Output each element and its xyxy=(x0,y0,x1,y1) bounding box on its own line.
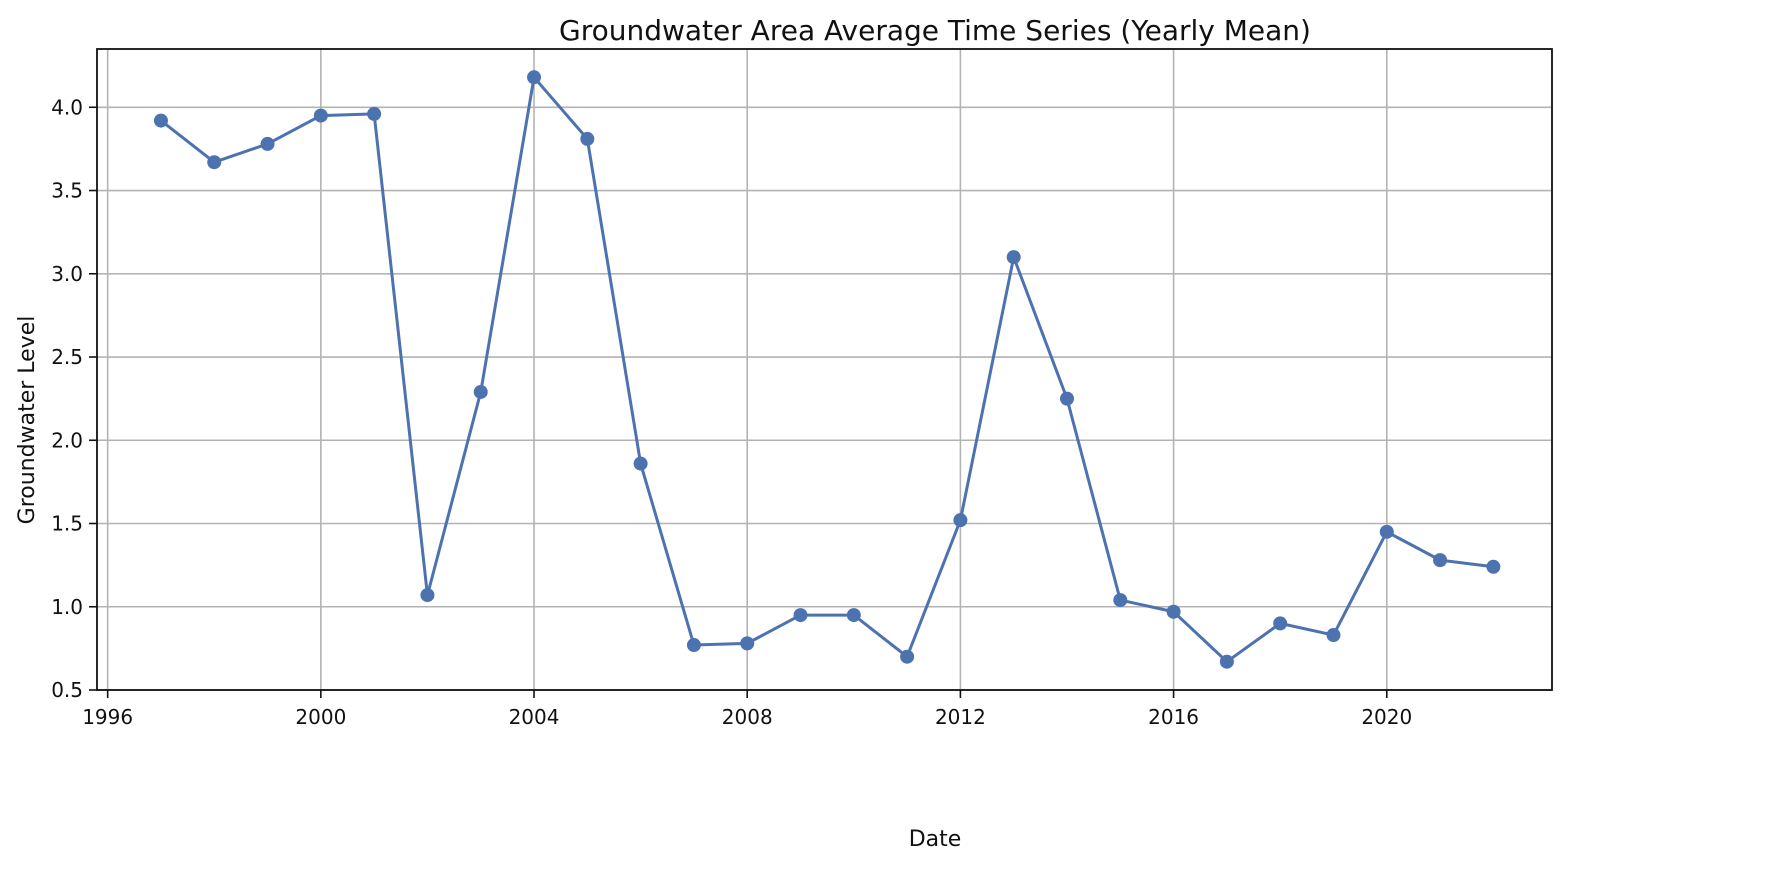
data-point-2001 xyxy=(367,106,382,121)
chart-title: Groundwater Area Average Time Series (Ye… xyxy=(559,14,1311,47)
y-tick-label-3: 3.0 xyxy=(51,262,83,286)
grid-lines xyxy=(97,49,1552,691)
x-tick-label-2008: 2008 xyxy=(722,705,773,729)
data-point-2009 xyxy=(793,608,808,623)
data-point-2017 xyxy=(1219,654,1234,669)
data-point-1997 xyxy=(153,113,168,128)
data-point-2022 xyxy=(1486,559,1501,574)
y-tick-label-1: 1.0 xyxy=(51,595,83,619)
series-line-0 xyxy=(159,75,1495,664)
x-tick-label-1996: 1996 xyxy=(82,705,133,729)
data-point-2011 xyxy=(900,649,915,664)
data-point-2003 xyxy=(473,384,488,399)
data-point-1999 xyxy=(260,136,275,151)
data-point-2021 xyxy=(1433,553,1448,568)
plot-area-frame xyxy=(96,48,1553,691)
data-point-2005 xyxy=(580,131,595,146)
data-point-2019 xyxy=(1326,628,1341,643)
data-point-2012 xyxy=(953,513,968,528)
y-tick-label-2: 2.0 xyxy=(51,428,83,452)
data-point-2016 xyxy=(1166,604,1181,619)
y-tick-label-0-5: 0.5 xyxy=(51,678,83,702)
data-point-2020 xyxy=(1379,524,1394,539)
axes: 1996 2000 2004 2008 2012 2016 2020 0.5 1.0 1.5 2.0… xyxy=(51,48,1553,729)
data-point-2000 xyxy=(313,108,328,123)
data-point-1998 xyxy=(207,155,222,170)
x-axis-label: Date xyxy=(909,827,962,852)
data-point-2010 xyxy=(846,608,861,623)
data-point-2002 xyxy=(420,588,435,603)
x-tick-label-2004: 2004 xyxy=(509,705,560,729)
data-point-2008 xyxy=(740,636,755,651)
y-tick-label-4: 4.0 xyxy=(51,95,83,119)
data-point-2006 xyxy=(633,456,648,471)
x-tick-label-2012: 2012 xyxy=(935,705,986,729)
y-axis-label: Groundwater Level xyxy=(15,316,40,525)
y-tick-label-1-5: 1.5 xyxy=(51,512,83,536)
data-point-2013 xyxy=(1006,250,1021,265)
data-point-2014 xyxy=(1060,391,1074,406)
x-tick-label-2016: 2016 xyxy=(1148,705,1199,729)
x-tick-label-2020: 2020 xyxy=(1361,705,1412,729)
y-tick-label-2-5: 2.5 xyxy=(51,345,83,369)
data-point-2015 xyxy=(1113,593,1128,608)
data-series xyxy=(153,70,1501,669)
data-point-2004 xyxy=(527,70,542,85)
x-tick-label-2000: 2000 xyxy=(295,705,346,729)
data-point-2018 xyxy=(1273,616,1288,631)
y-tick-label-3-5: 3.5 xyxy=(51,179,83,203)
data-point-2007 xyxy=(686,638,701,653)
